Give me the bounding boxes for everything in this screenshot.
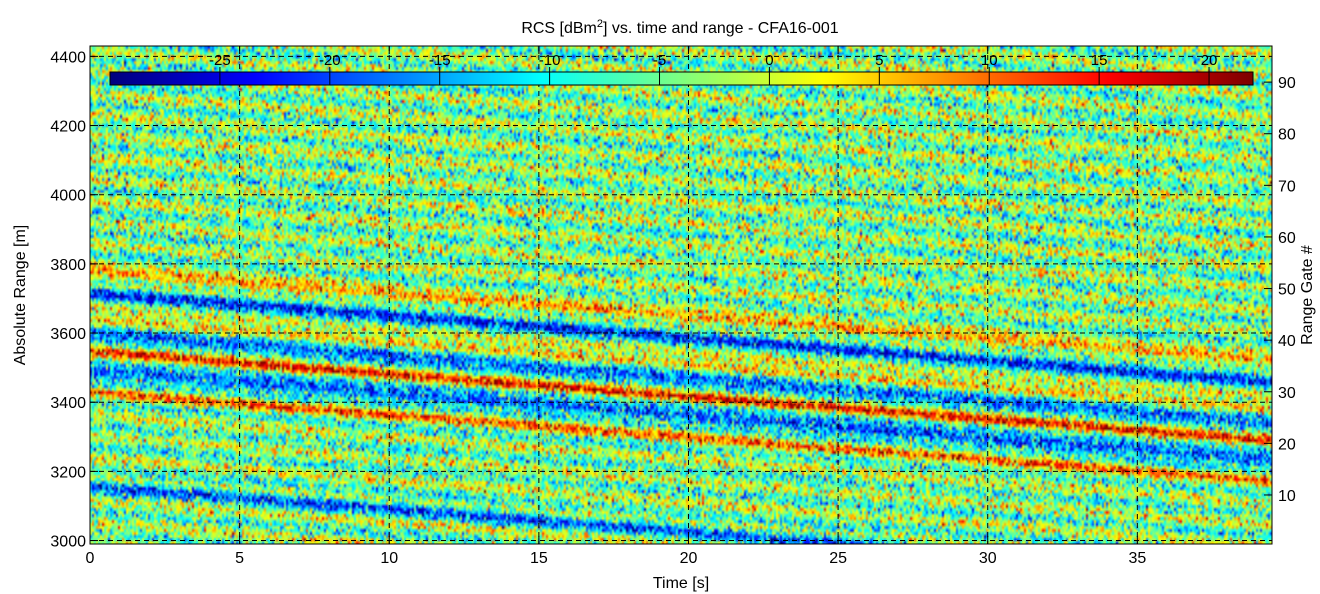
colorbar-frame	[109, 71, 1254, 86]
heatmap-image	[90, 46, 1272, 544]
y2-tick-label: 80	[1278, 127, 1296, 144]
colorbar-tick-label: -15	[429, 52, 451, 69]
x-tick-label: 0	[86, 550, 95, 567]
x-tick-label: 10	[380, 550, 398, 567]
colorbar-tick-label: 20	[1201, 52, 1218, 69]
colorbar-tick-label: -20	[319, 52, 341, 69]
axis-ticks: 0 5 10 15 20 25 30 35 3000 3200 3400 3600 3800 4000 42…	[50, 46, 1296, 567]
grid-lines	[90, 46, 1272, 544]
colorbar: -25 -20 -15 -10 -5 0 5 10 15 20	[109, 52, 1254, 86]
colorbar-tick-label: -5	[653, 52, 666, 69]
y2-tick-label: 50	[1278, 282, 1296, 299]
y2-tick-label: 70	[1278, 178, 1296, 195]
x-tick-label: 15	[530, 550, 548, 567]
colorbar-tick-label: -25	[209, 52, 231, 69]
title-prefix: RCS [dBm	[521, 20, 597, 37]
title-suffix: ] vs. time and range - CFA16-001	[603, 20, 839, 37]
chart-title: RCS [dBm2] vs. time and range - CFA16-00…	[521, 18, 838, 37]
y2-tick-label: 90	[1278, 75, 1296, 92]
y-tick-label: 4000	[50, 188, 86, 205]
colorbar-tick-label: 10	[981, 52, 998, 69]
plot-frame	[89, 45, 1273, 545]
y-tick-label: 3600	[50, 326, 86, 343]
y-tick-label: 3400	[50, 395, 86, 412]
y-tick-label: 4200	[50, 119, 86, 136]
colorbar-tick-label: 0	[765, 52, 773, 69]
y-axis-label: Absolute Range [m]	[12, 225, 29, 366]
y2-axis-label: Range Gate #	[1299, 245, 1316, 345]
colorbar-tick-label: -10	[539, 52, 561, 69]
x-tick-label: 30	[979, 550, 997, 567]
y2-tick-label: 30	[1278, 385, 1296, 402]
x-tick-label: 35	[1128, 550, 1146, 567]
colorbar-tick-label: 5	[875, 52, 883, 69]
x-tick-label: 5	[235, 550, 244, 567]
y2-tick-label: 20	[1278, 436, 1296, 453]
colorbar-gradient	[110, 72, 1253, 85]
y-tick-label: 3200	[50, 464, 86, 481]
colorbar-ticks: -25 -20 -15 -10 -5 0 5 10 15 20	[209, 52, 1217, 85]
y2-tick-label: 60	[1278, 230, 1296, 247]
y-tick-label: 3800	[50, 257, 86, 274]
y2-tick-label: 10	[1278, 488, 1296, 505]
x-tick-label: 25	[829, 550, 847, 567]
heatmap-raster	[90, 46, 1272, 544]
x-axis-label: Time [s]	[653, 575, 709, 592]
title-superscript: 2	[597, 18, 603, 30]
y-tick-label: 4400	[50, 49, 86, 66]
colorbar-tick-label: 15	[1091, 52, 1108, 69]
x-tick-label: 20	[680, 550, 698, 567]
y-tick-label: 3000	[50, 534, 86, 551]
y2-tick-label: 40	[1278, 333, 1296, 350]
